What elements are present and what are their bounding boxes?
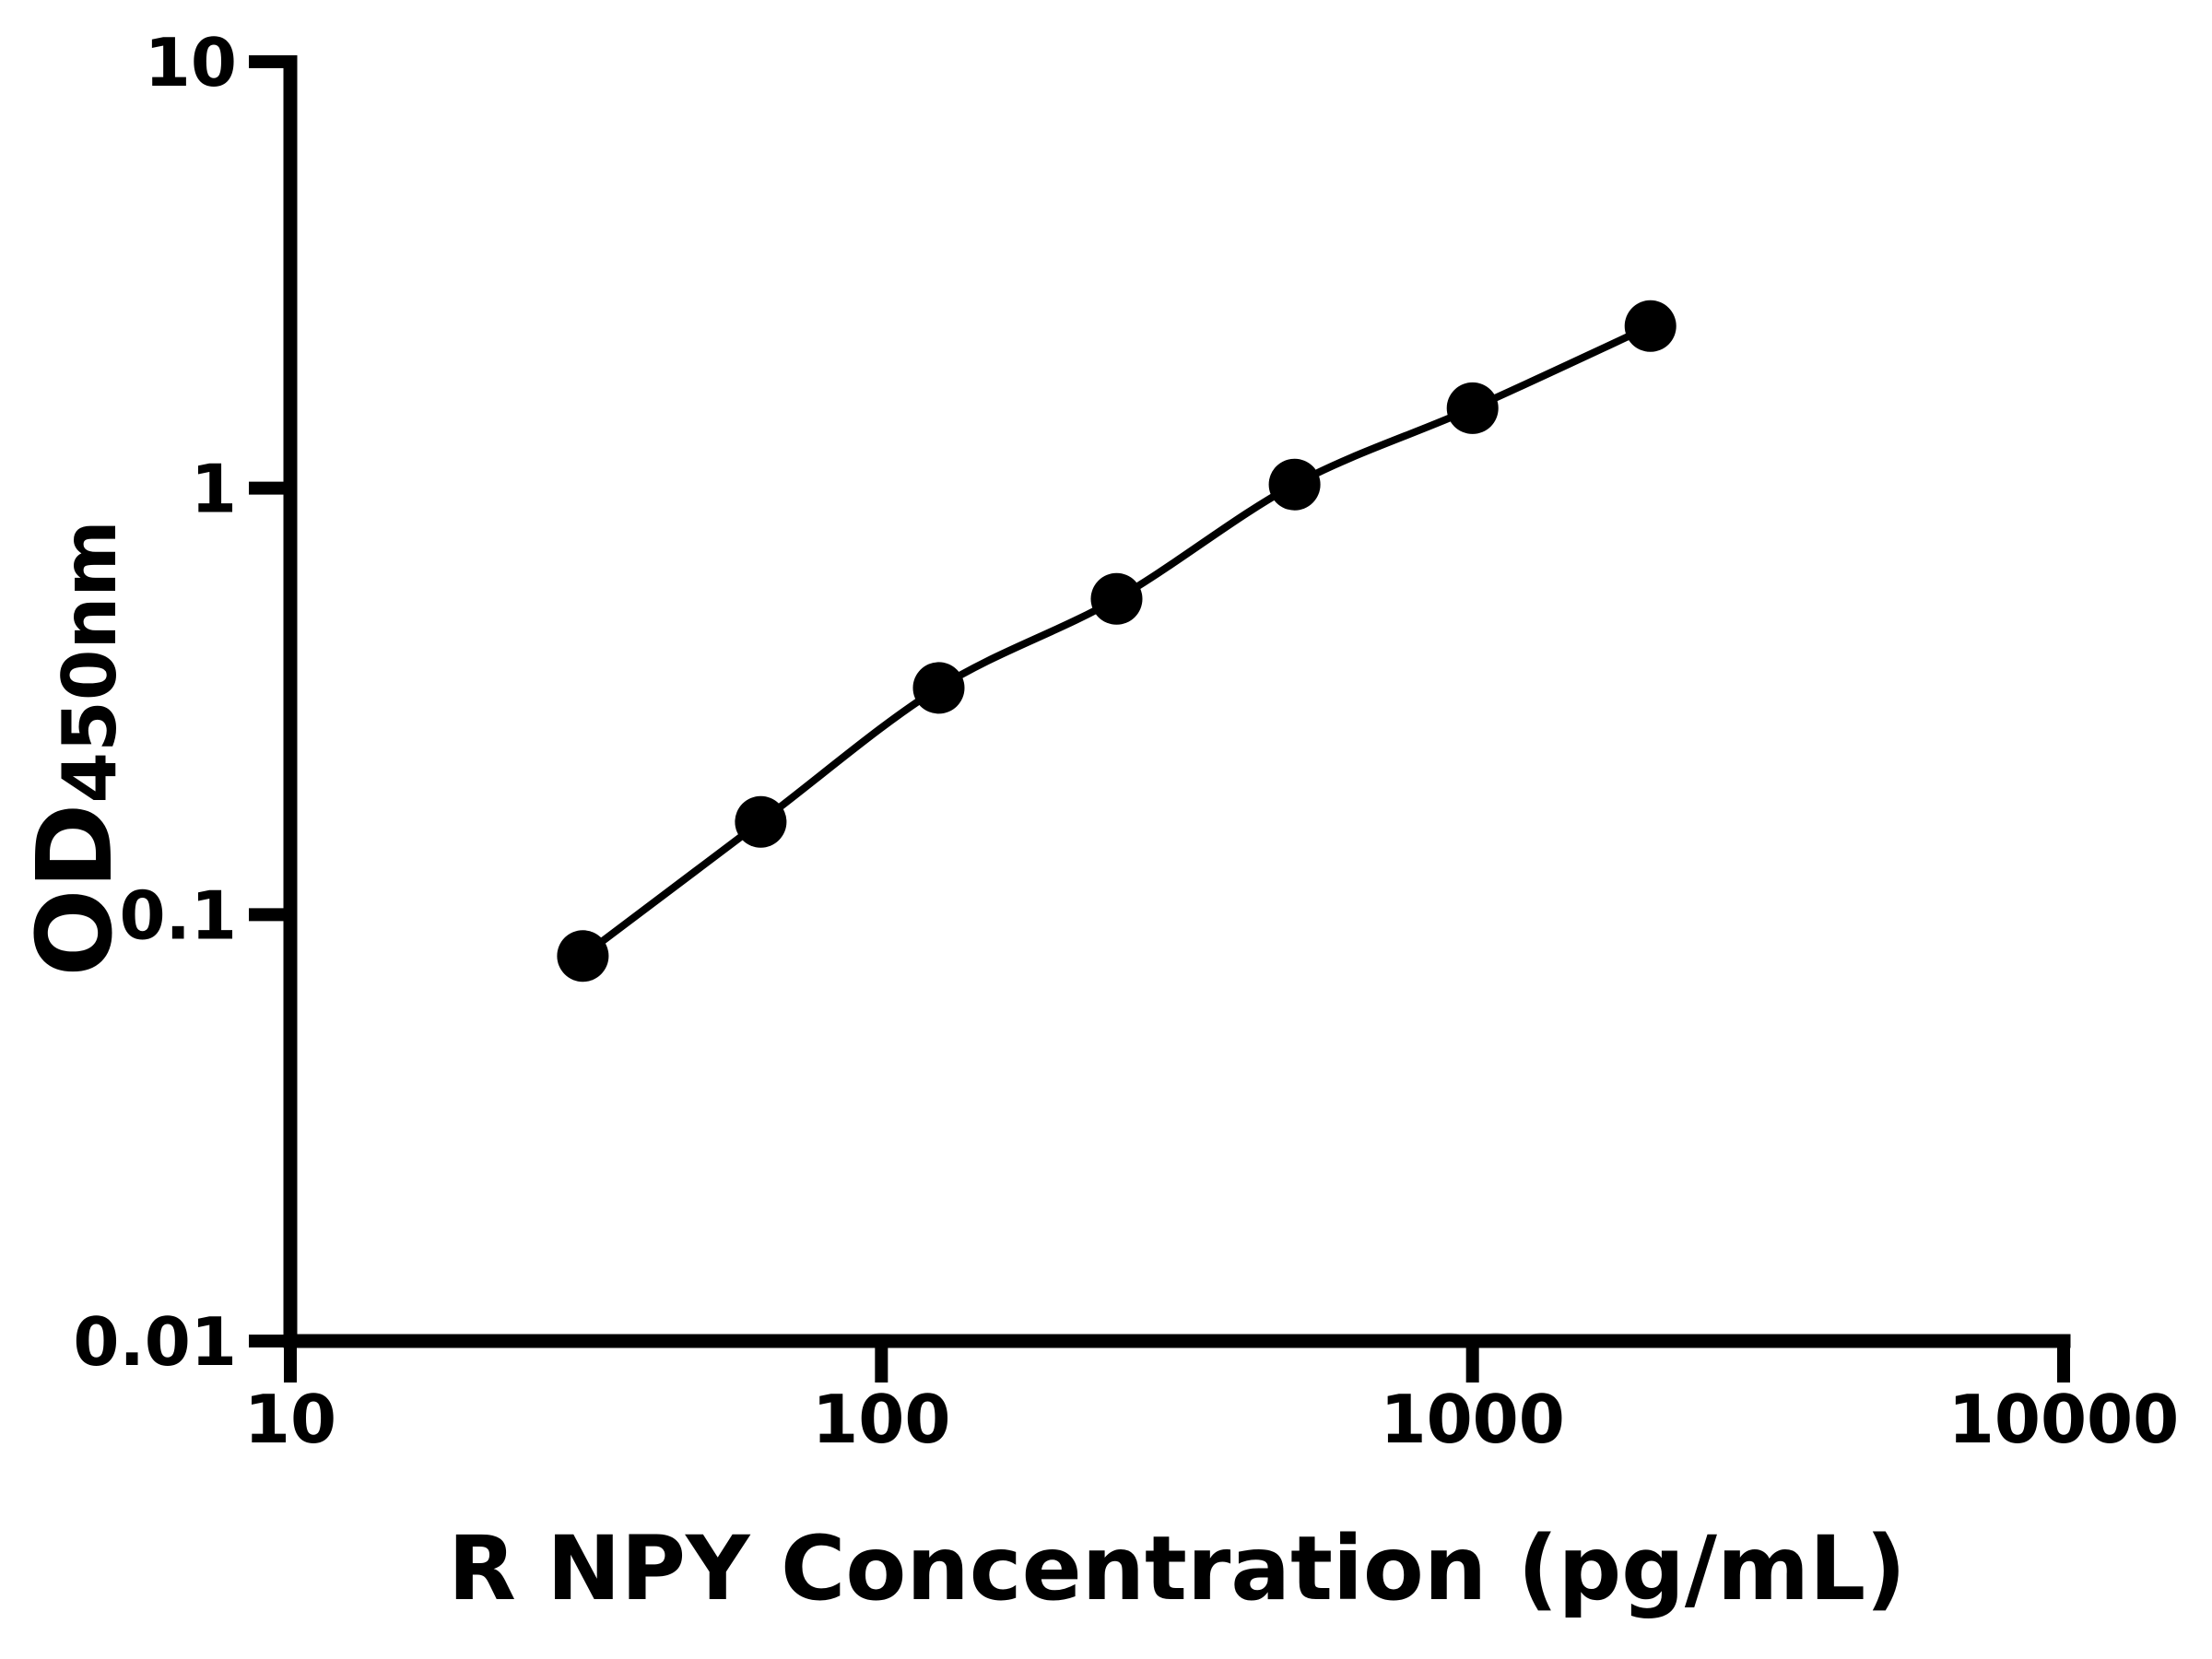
y-axis-title-main: OD — [16, 803, 135, 977]
data-point-marker — [912, 662, 965, 714]
y-tick-label: 10 — [145, 24, 237, 101]
y-tick-label: 0.01 — [73, 1303, 237, 1381]
x-tick-label: 10 — [244, 1381, 336, 1458]
data-point-marker — [1446, 382, 1499, 434]
data-point-marker — [735, 795, 787, 848]
data-point-marker — [1624, 300, 1677, 352]
data-point-marker — [1268, 458, 1321, 511]
y-tick-label: 0.1 — [119, 877, 237, 954]
y-tick-label: 1 — [191, 451, 237, 528]
x-tick-label: 100 — [812, 1381, 950, 1458]
data-point-marker — [1090, 572, 1143, 625]
data-point-marker — [557, 930, 609, 982]
x-tick-label: 1000 — [1380, 1381, 1564, 1458]
x-axis-title: R NPY Concentration (pg/mL) — [447, 1517, 1907, 1620]
x-tick-label: 10000 — [1948, 1381, 2180, 1458]
y-axis-title-subscript: 450nm — [46, 520, 133, 804]
y-axis-title: OD450nm — [16, 520, 135, 977]
